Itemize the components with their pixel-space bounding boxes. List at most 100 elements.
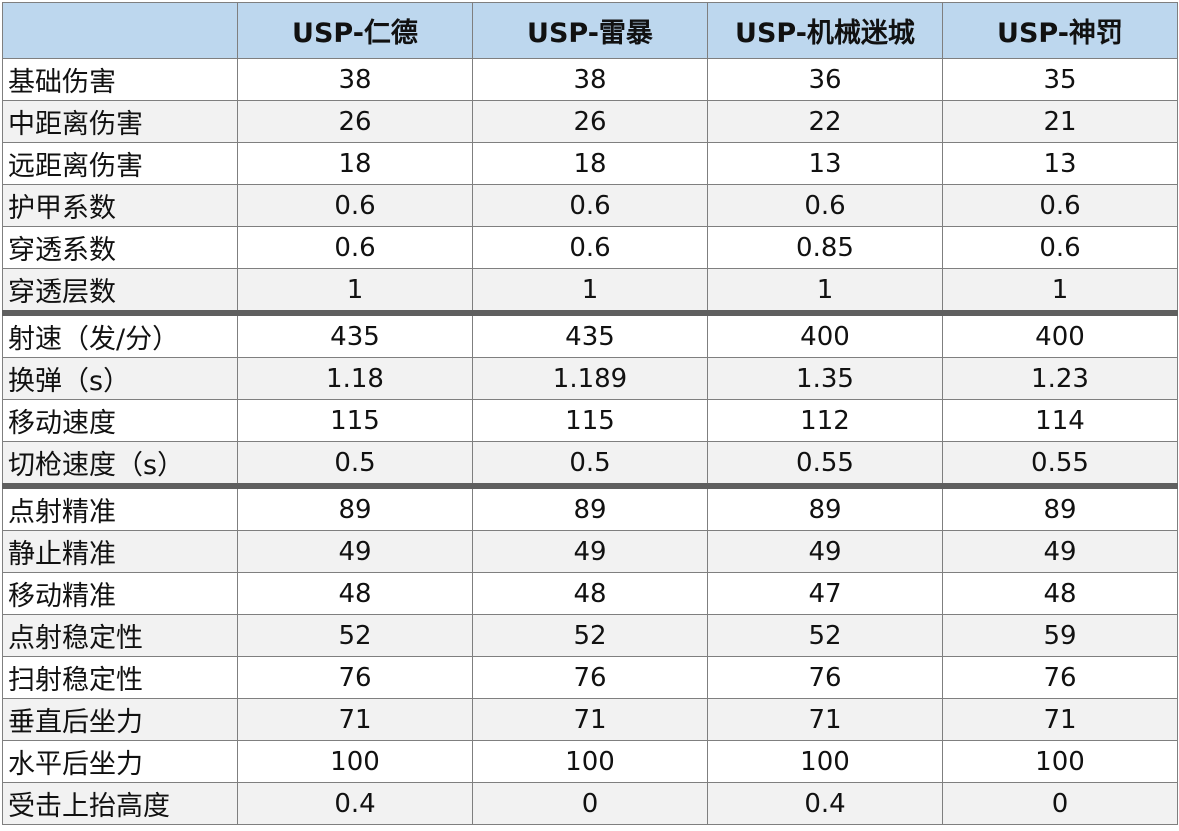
table-cell: 52 (237, 614, 473, 657)
table-cell: 100 (942, 740, 1178, 783)
table-cell: 49 (472, 530, 708, 573)
table-cell: 1.189 (472, 357, 708, 400)
table-cell: 76 (472, 656, 708, 699)
table-cell: 71 (472, 698, 708, 741)
table-cell: 1.35 (707, 357, 943, 400)
table-cell: 0.55 (942, 441, 1178, 487)
table-cell: 71 (942, 698, 1178, 741)
table-cell: 0.55 (707, 441, 943, 487)
table-cell: 0.4 (237, 782, 473, 825)
row-label: 射速（发/分） (2, 310, 238, 358)
table-cell: 0.85 (707, 226, 943, 269)
table-cell: 18 (237, 142, 473, 185)
table-cell: 0.6 (472, 226, 708, 269)
table-cell: 115 (237, 399, 473, 442)
row-label: 护甲系数 (2, 184, 238, 227)
table-cell: 0 (942, 782, 1178, 825)
table-row: 穿透层数 1 1 1 1 (2, 268, 1178, 314)
table-cell: 0 (472, 782, 708, 825)
table-cell: 89 (237, 483, 473, 531)
table-cell: 49 (942, 530, 1178, 573)
table-cell: 0.6 (942, 184, 1178, 227)
table-cell: 59 (942, 614, 1178, 657)
column-header: USP-神罚 (942, 2, 1178, 59)
table-cell: 112 (707, 399, 943, 442)
row-label: 垂直后坐力 (2, 698, 238, 741)
table-row: 受击上抬高度 0.4 0 0.4 0 (2, 782, 1178, 825)
table-row: 远距离伤害 18 18 13 13 (2, 142, 1178, 185)
row-label: 切枪速度（s） (2, 441, 238, 487)
table-row: 水平后坐力 100 100 100 100 (2, 740, 1178, 783)
table-row: 中距离伤害 26 26 22 21 (2, 100, 1178, 143)
table-cell: 100 (237, 740, 473, 783)
row-label: 远距离伤害 (2, 142, 238, 185)
table-cell: 38 (472, 58, 708, 101)
table-cell: 100 (472, 740, 708, 783)
row-label: 扫射稳定性 (2, 656, 238, 699)
table-row: 护甲系数 0.6 0.6 0.6 0.6 (2, 184, 1178, 227)
table-cell: 1.23 (942, 357, 1178, 400)
table-cell: 89 (942, 483, 1178, 531)
table-row: 移动速度 115 115 112 114 (2, 399, 1178, 442)
table-cell: 435 (237, 310, 473, 358)
table-cell: 76 (707, 656, 943, 699)
table-row: 扫射稳定性 76 76 76 76 (2, 656, 1178, 699)
row-label: 穿透层数 (2, 268, 238, 314)
table-cell: 0.6 (472, 184, 708, 227)
table-cell: 89 (707, 483, 943, 531)
table-cell: 49 (707, 530, 943, 573)
table-cell: 115 (472, 399, 708, 442)
table-cell: 114 (942, 399, 1178, 442)
table-cell: 435 (472, 310, 708, 358)
table-cell: 22 (707, 100, 943, 143)
table-row: 切枪速度（s） 0.5 0.5 0.55 0.55 (2, 441, 1178, 487)
table-cell: 0.6 (237, 184, 473, 227)
table-row: 换弹（s） 1.18 1.189 1.35 1.23 (2, 357, 1178, 400)
table-cell: 26 (237, 100, 473, 143)
table-cell: 26 (472, 100, 708, 143)
table-cell: 76 (237, 656, 473, 699)
table-cell: 49 (237, 530, 473, 573)
table-cell: 36 (707, 58, 943, 101)
column-header: USP-雷暴 (472, 2, 708, 59)
table-row: 射速（发/分） 435 435 400 400 (2, 310, 1178, 358)
row-label: 移动精准 (2, 572, 238, 615)
table-cell: 89 (472, 483, 708, 531)
table-cell: 38 (237, 58, 473, 101)
table-cell: 52 (707, 614, 943, 657)
table-cell: 48 (472, 572, 708, 615)
row-label: 受击上抬高度 (2, 782, 238, 825)
table-cell: 47 (707, 572, 943, 615)
row-label: 基础伤害 (2, 58, 238, 101)
table-row: 点射精准 89 89 89 89 (2, 483, 1178, 531)
row-label: 移动速度 (2, 399, 238, 442)
table-cell: 48 (237, 572, 473, 615)
table-cell: 13 (707, 142, 943, 185)
row-label: 换弹（s） (2, 357, 238, 400)
table-cell: 0.5 (472, 441, 708, 487)
table-cell: 71 (237, 698, 473, 741)
table-cell: 21 (942, 100, 1178, 143)
table-cell: 0.5 (237, 441, 473, 487)
table-cell: 18 (472, 142, 708, 185)
table-row: 垂直后坐力 71 71 71 71 (2, 698, 1178, 741)
table-cell: 100 (707, 740, 943, 783)
table-cell: 0.6 (707, 184, 943, 227)
table-cell: 35 (942, 58, 1178, 101)
header-row: USP-仁德 USP-雷暴 USP-机械迷城 USP-神罚 (2, 2, 1178, 59)
table-cell: 1 (472, 268, 708, 314)
row-label: 点射精准 (2, 483, 238, 531)
table-cell: 52 (472, 614, 708, 657)
table-cell: 1 (707, 268, 943, 314)
table-row: 点射稳定性 52 52 52 59 (2, 614, 1178, 657)
table-cell: 13 (942, 142, 1178, 185)
row-label: 静止精准 (2, 530, 238, 573)
row-label: 点射稳定性 (2, 614, 238, 657)
column-header: USP-机械迷城 (707, 2, 943, 59)
table-cell: 76 (942, 656, 1178, 699)
table-cell: 0.6 (942, 226, 1178, 269)
row-label: 水平后坐力 (2, 740, 238, 783)
table-cell: 1 (237, 268, 473, 314)
table-cell: 400 (707, 310, 943, 358)
